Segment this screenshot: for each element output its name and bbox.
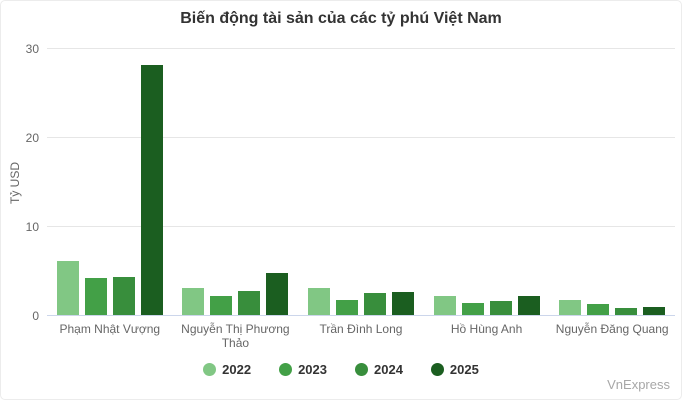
bar-2022[interactable]: [433, 296, 456, 316]
bar-2023[interactable]: [84, 278, 107, 316]
x-axis-label: Trần Đình Long: [319, 322, 403, 336]
legend-marker-icon: [203, 363, 217, 376]
watermark: VnExpress: [607, 377, 670, 392]
gridline: [47, 226, 675, 227]
bar-2025[interactable]: [266, 273, 289, 316]
y-tick-label: 30: [25, 42, 39, 56]
legend-label: 2023: [298, 362, 327, 377]
legend-item-2023[interactable]: 2023: [279, 362, 327, 377]
bar-2022[interactable]: [182, 288, 205, 316]
x-axis-label: Nguyễn Thị Phương Thảo: [181, 322, 290, 351]
x-axis-label: Hồ Hùng Anh: [450, 322, 523, 336]
y-axis: 0 10 20 30: [1, 42, 39, 323]
chart-title: Biến động tài sản của các tỷ phú Việt Na…: [180, 10, 502, 27]
x-axis-label: Phạm Nhật Vượng: [59, 322, 161, 336]
legend-label: 2024: [374, 362, 403, 377]
x-axis-label: Nguyễn Đăng Quang: [555, 322, 669, 336]
legend-item-2022[interactable]: 2022: [203, 362, 251, 377]
plot-area: [47, 48, 675, 316]
bar-2022[interactable]: [56, 261, 79, 316]
bar-2025[interactable]: [643, 307, 666, 316]
y-tick-label: 0: [32, 309, 39, 323]
bar-2022[interactable]: [307, 288, 330, 316]
bar-2022[interactable]: [559, 300, 582, 316]
bar-group: [173, 49, 299, 316]
gridline: [47, 48, 675, 49]
bar-2024[interactable]: [238, 291, 261, 316]
bar-group: [549, 49, 675, 316]
bar-group: [47, 49, 173, 316]
x-axis-labels: Phạm Nhật Vượng Nguyễn Thị Phương Thảo Trầ…: [47, 322, 675, 351]
gridline: [47, 137, 675, 138]
y-tick-label: 10: [25, 220, 39, 234]
legend-label: 2022: [222, 362, 252, 377]
bar-2023[interactable]: [587, 304, 610, 316]
bar-2023[interactable]: [335, 300, 358, 316]
legend-marker-icon: [355, 363, 368, 376]
legend-marker-icon: [430, 363, 444, 376]
bar-group: [298, 49, 424, 316]
legend-item-2024[interactable]: 2024: [355, 362, 403, 377]
x-axis-line: [47, 315, 675, 316]
bar-group: [424, 49, 550, 316]
legend: 2022 2023 2024 2025: [1, 362, 681, 377]
bar-2023[interactable]: [210, 296, 233, 316]
bar-2025[interactable]: [391, 292, 414, 316]
y-tick-label: 20: [25, 131, 39, 145]
bar-2023[interactable]: [461, 303, 484, 316]
legend-label: 2025: [449, 362, 479, 377]
bar-2024[interactable]: [363, 293, 386, 316]
legend-item-2025[interactable]: 2025: [430, 362, 479, 377]
bar-2025[interactable]: [140, 65, 163, 316]
bar-2025[interactable]: [517, 296, 540, 316]
bar-2024[interactable]: [489, 301, 512, 316]
bar-2024[interactable]: [615, 308, 638, 316]
legend-marker-icon: [279, 363, 293, 376]
bar-2024[interactable]: [112, 277, 135, 316]
bar-groups: [47, 49, 675, 316]
